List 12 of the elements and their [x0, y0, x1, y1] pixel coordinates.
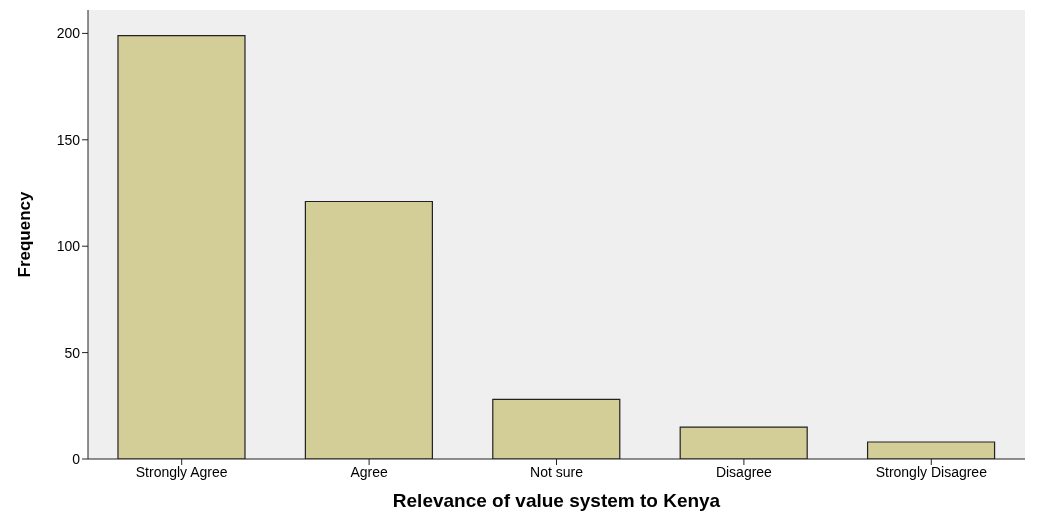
x-tick-label: Strongly Agree [135, 463, 228, 480]
y-tick-label: 0 [72, 450, 81, 467]
x-tick-label: Strongly Disagree [875, 463, 988, 480]
y-axis-title: Frequency [15, 190, 35, 278]
y-tick-label: 50 [64, 344, 81, 361]
x-tick-label: Not sure [530, 463, 584, 480]
y-tick-label: 200 [56, 25, 81, 42]
x-axis-title: Relevance of value system to Kenya [392, 490, 721, 511]
y-tick-label: 100 [56, 238, 81, 255]
x-tick-label: Disagree [715, 463, 773, 480]
x-tick-label: Agree [350, 463, 388, 480]
y-tick-label: 150 [56, 131, 81, 148]
